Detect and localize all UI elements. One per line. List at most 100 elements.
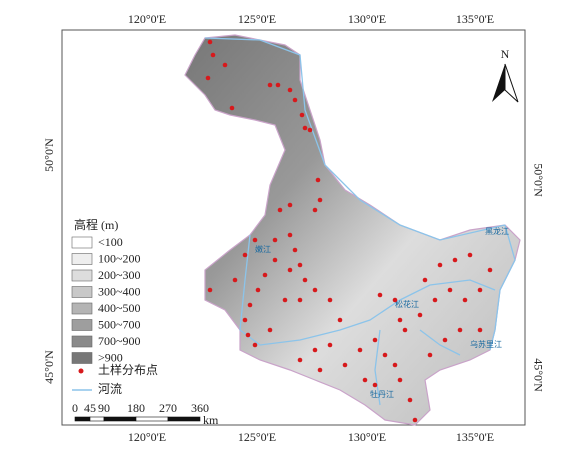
river-label: 松花江: [395, 299, 419, 309]
sample-point: [207, 39, 213, 45]
river-label: 嫩江: [255, 244, 271, 254]
scale-label: 45: [84, 401, 96, 415]
sample-point: [210, 52, 216, 58]
legend-label: 河流: [98, 382, 122, 396]
lat-label: 45°0'N: [42, 350, 56, 384]
province: [184, 34, 521, 426]
legend-swatch: [71, 253, 93, 265]
sample-point: [477, 327, 483, 333]
scale-bar: 0 45 90 180 270 360: [72, 401, 209, 422]
legend: <100 100~200 200~300 300~400 400~500 500~700 7…: [71, 235, 141, 364]
sample-point: [297, 262, 303, 268]
sample-point: [477, 287, 483, 293]
lon-label: 130°0'E: [348, 12, 386, 26]
sample-point: [255, 287, 261, 293]
sample-point: [267, 82, 273, 88]
sample-point: [312, 207, 318, 213]
legend-label: <100: [98, 235, 123, 249]
sample-point: [357, 347, 363, 353]
sample-point: [372, 382, 378, 388]
sample-point: [362, 377, 368, 383]
scale-segment: [103, 416, 137, 422]
rivers: [204, 37, 516, 406]
sample-point: [292, 247, 298, 253]
sample-point: [267, 327, 273, 333]
sample-point: [327, 297, 333, 303]
legend-label: 500~700: [98, 317, 141, 331]
sample-point: [392, 297, 398, 303]
sample-point: [272, 257, 278, 263]
sample-point: [232, 277, 238, 283]
sample-points: [205, 39, 493, 423]
legend-label: 土样分布点: [98, 362, 158, 377]
north-arrow: N: [492, 47, 519, 103]
legend-swatch: [71, 335, 93, 348]
sample-point: [277, 207, 283, 213]
sample-point: [377, 292, 383, 298]
scale-segment: [135, 416, 169, 422]
legend-label: 200~300: [98, 268, 141, 282]
lon-label: 135°0'E: [456, 12, 494, 26]
river-label: 牡丹江: [370, 389, 394, 399]
sample-point: [297, 297, 303, 303]
lon-label: 120°0'E: [128, 430, 166, 444]
sample-point: [402, 327, 408, 333]
legend-label: 700~900: [98, 334, 141, 348]
legend-label: 100~200: [98, 251, 141, 265]
sample-point: [467, 252, 473, 258]
scale-label: 270: [159, 401, 177, 415]
north-label: N: [501, 47, 510, 61]
sample-point: [312, 347, 318, 353]
sample-point: [457, 327, 463, 333]
sample-point: [247, 302, 253, 308]
legend-swatch: [71, 352, 93, 364]
sample-point: [382, 352, 388, 358]
scale-label: 0: [72, 401, 78, 415]
sample-point: [417, 312, 423, 318]
sample-point: [252, 342, 258, 348]
sample-point: [299, 112, 305, 118]
sample-point: [412, 417, 418, 423]
sample-point: [447, 287, 453, 293]
sample-point: [462, 297, 468, 303]
scale-label: 180: [127, 401, 145, 415]
sample-point: [315, 177, 321, 183]
sample-point: [242, 252, 248, 258]
scale-segment: [89, 416, 105, 422]
legend-swatch: [71, 269, 93, 282]
sample-point: [392, 362, 398, 368]
sample-point: [317, 367, 323, 373]
lon-label: 125°0'E: [238, 12, 276, 26]
legend-swatch: [71, 236, 93, 249]
sample-point: [317, 197, 323, 203]
lat-label: 50°0'N: [42, 138, 56, 172]
sample-point: [337, 317, 343, 323]
legend-swatch: [71, 319, 93, 331]
lat-label: 50°0'N: [531, 163, 545, 197]
sample-point: [302, 277, 308, 283]
scale-segment: [74, 416, 91, 422]
lat-label: 45°0'N: [531, 358, 545, 392]
legend-label: >900: [98, 350, 123, 364]
sample-point: [427, 352, 433, 358]
lon-label: 135°0'E: [456, 430, 494, 444]
sample-point: [245, 332, 251, 338]
scale-segment: [167, 416, 201, 422]
lon-label: 130°0'E: [348, 430, 386, 444]
sample-point: [442, 337, 448, 343]
sample-point: [222, 62, 228, 68]
legend-point-symbol: [78, 368, 84, 374]
sample-point: [437, 262, 443, 268]
map-frame: [61, 29, 526, 426]
sample-point: [342, 362, 348, 368]
sample-point: [282, 297, 288, 303]
scale-label: 90: [98, 401, 110, 415]
sample-point: [287, 202, 293, 208]
sample-point: [397, 377, 403, 383]
lon-label: 125°0'E: [238, 430, 276, 444]
sample-point: [205, 75, 211, 81]
sample-point: [272, 237, 278, 243]
sample-point: [407, 397, 413, 403]
sample-point: [229, 105, 235, 111]
